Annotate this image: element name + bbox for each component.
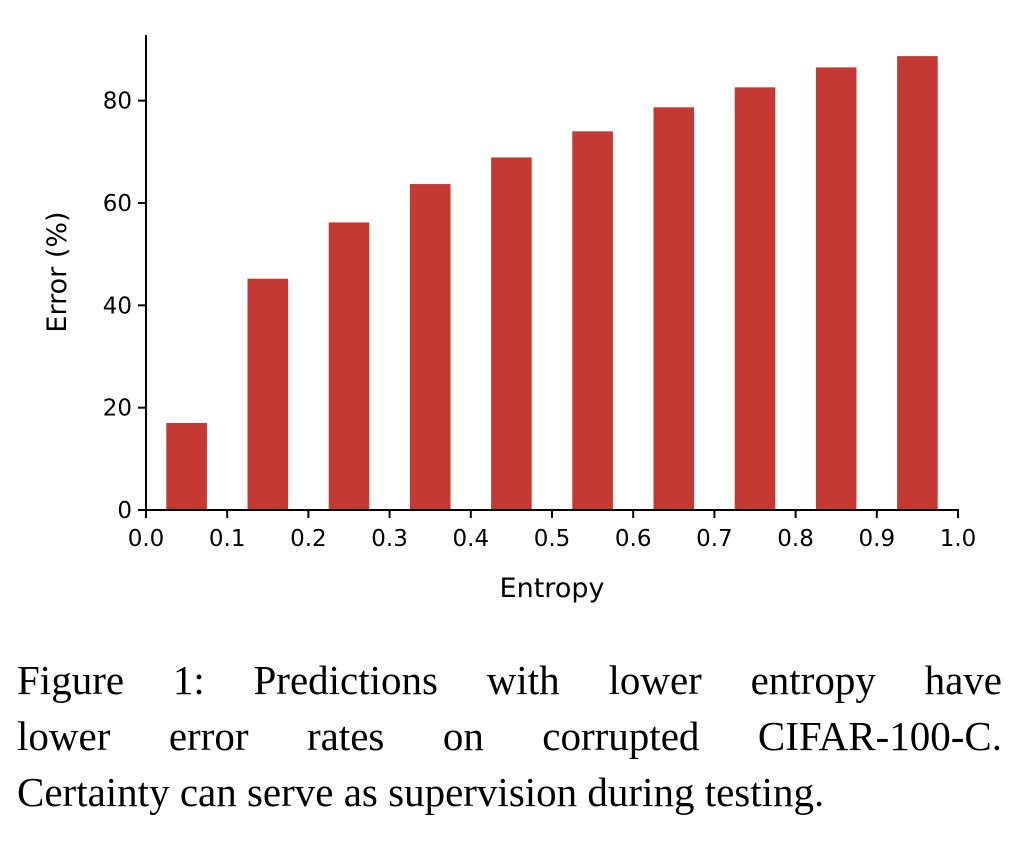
y-tick-label: 80 <box>103 89 132 115</box>
x-tick-label: 0.1 <box>209 526 246 552</box>
x-axis-label: Entropy <box>500 573 605 604</box>
bar <box>166 423 207 510</box>
y-tick-label: 0 <box>117 498 132 524</box>
caption-line: lower error rates on corrupted CIFAR-100… <box>17 713 1002 759</box>
bar <box>491 157 532 510</box>
bar <box>247 278 289 510</box>
y-tick-label: 40 <box>103 293 132 319</box>
bar <box>328 222 370 510</box>
x-tick-label: 0.9 <box>859 526 896 552</box>
x-tick-label: 1.0 <box>940 526 977 552</box>
bar <box>572 131 613 511</box>
x-tick-label: 0.3 <box>371 526 408 552</box>
y-axis-label: Error (%) <box>42 211 73 332</box>
bar <box>815 67 857 510</box>
x-tick-label: 0.7 <box>696 526 733 552</box>
x-tick-label: 0.4 <box>453 526 490 552</box>
y-tick-label: 60 <box>103 191 132 217</box>
figure-caption: Figure 1: Predictions with lower entropy… <box>17 652 1002 820</box>
y-tick-label: 20 <box>103 396 132 422</box>
x-tick-label: 0.6 <box>615 526 652 552</box>
caption-line: Figure 1: Predictions with lower entropy… <box>17 657 1002 703</box>
caption-line: Certainty can serve as supervision durin… <box>17 769 825 815</box>
bar <box>653 107 695 510</box>
x-tick-label: 0.2 <box>290 526 327 552</box>
x-tick-label: 0.5 <box>534 526 571 552</box>
bar <box>734 87 776 510</box>
bar <box>409 184 451 510</box>
x-tick-label: 0.0 <box>128 526 165 552</box>
bar <box>897 56 938 510</box>
bar-chart: 0.0 0.1 0.2 0.3 0.4 0.5 0.6 0.7 0.8 0.9 1.0 0 20 40 60… <box>42 35 977 604</box>
x-tick-label: 0.8 <box>777 526 814 552</box>
